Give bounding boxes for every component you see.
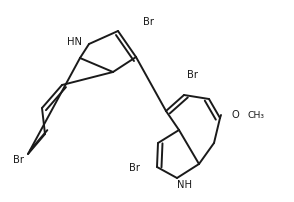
Text: O: O xyxy=(231,110,239,120)
Text: Br: Br xyxy=(129,163,140,173)
Text: NH: NH xyxy=(178,180,193,190)
Text: Br: Br xyxy=(13,155,24,165)
Text: HN: HN xyxy=(67,37,82,47)
Text: CH₃: CH₃ xyxy=(247,110,264,120)
Text: Br: Br xyxy=(188,70,198,80)
Text: Br: Br xyxy=(143,17,153,27)
